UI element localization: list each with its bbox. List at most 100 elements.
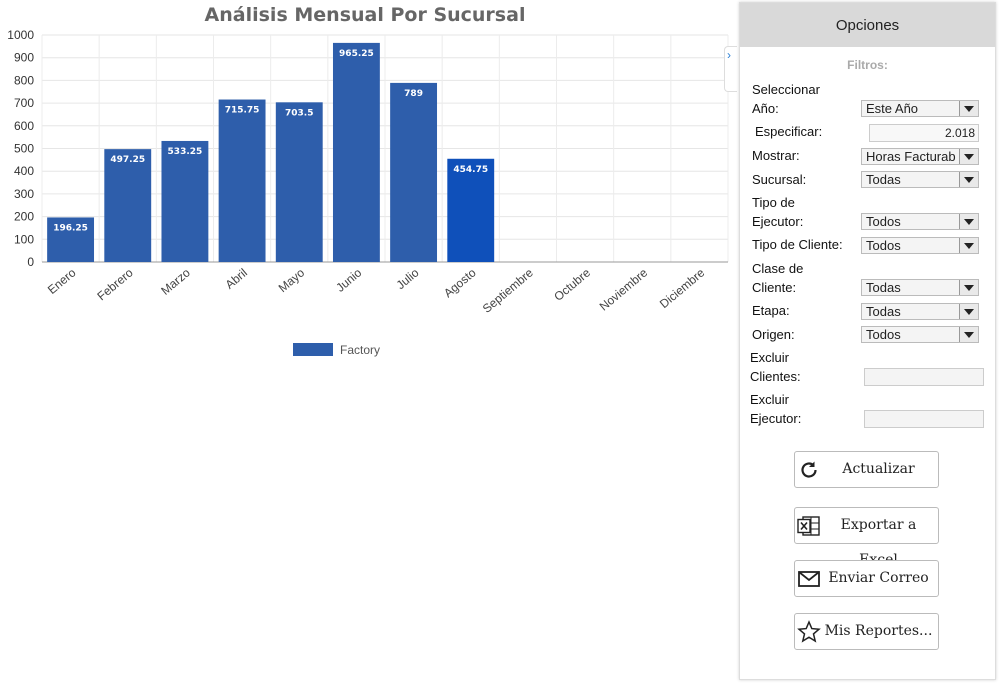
label-origen: Origen: bbox=[752, 327, 795, 342]
legend-label: Factory bbox=[340, 343, 380, 357]
mail-icon bbox=[798, 571, 820, 587]
label-clientes: Clientes: bbox=[750, 369, 801, 384]
data-label: 454.75 bbox=[453, 165, 488, 175]
star-icon bbox=[797, 620, 821, 643]
ano-select-value: Este Año bbox=[866, 101, 919, 116]
refresh-icon bbox=[801, 461, 817, 478]
chevron-down-icon[interactable] bbox=[959, 238, 978, 253]
x-tick-label: Noviembre bbox=[597, 265, 651, 313]
clase-cliente-select[interactable]: Todas bbox=[861, 279, 979, 296]
tipo-ejecutor-select[interactable]: Todos bbox=[861, 213, 979, 230]
collapse-panel-tab[interactable]: › bbox=[724, 46, 737, 92]
tipo-cliente-value: Todos bbox=[866, 238, 901, 253]
y-tick-label: 400 bbox=[14, 164, 34, 178]
label-ano: Año: bbox=[752, 101, 779, 116]
mostrar-select[interactable]: Horas Facturables bbox=[861, 148, 979, 165]
options-panel: Opciones Filtros: Seleccionar Año: Este … bbox=[739, 2, 996, 680]
bar bbox=[218, 99, 266, 262]
mostrar-select-value: Horas Facturables bbox=[866, 149, 956, 164]
y-tick-label: 500 bbox=[14, 142, 34, 156]
origen-select[interactable]: Todos bbox=[861, 326, 979, 343]
bar bbox=[161, 140, 209, 262]
etapa-value: Todas bbox=[866, 304, 901, 319]
data-label: 965.25 bbox=[339, 49, 374, 59]
enviar-correo-button[interactable]: Enviar Correo bbox=[794, 560, 939, 597]
chevron-down-icon[interactable] bbox=[959, 149, 978, 164]
chevron-down-icon[interactable] bbox=[959, 214, 978, 229]
x-tick-label: Diciembre bbox=[657, 265, 708, 311]
y-tick-label: 0 bbox=[27, 255, 34, 269]
mis-reportes-label: Mis Reportes... bbox=[824, 623, 933, 639]
clase-cliente-value: Todas bbox=[866, 280, 901, 295]
data-label: 789 bbox=[404, 89, 423, 99]
label-excluir-1: Excluir bbox=[750, 350, 790, 365]
actualizar-label: Actualizar bbox=[842, 461, 915, 477]
label-mostrar: Mostrar: bbox=[752, 148, 800, 163]
tipo-ejecutor-value: Todos bbox=[866, 214, 901, 229]
chevron-down-icon[interactable] bbox=[959, 280, 978, 295]
sucursal-select-value: Todas bbox=[866, 172, 901, 187]
x-tick-label: Octubre bbox=[551, 265, 593, 303]
y-tick-label: 700 bbox=[14, 96, 34, 110]
y-tick-label: 800 bbox=[14, 73, 34, 87]
y-tick-label: 100 bbox=[14, 232, 34, 246]
excluir-ejecutor-input[interactable] bbox=[864, 410, 984, 428]
bar bbox=[104, 149, 152, 262]
label-cliente: Cliente: bbox=[752, 280, 797, 295]
actualizar-button[interactable]: Actualizar bbox=[794, 451, 939, 488]
data-label: 497.25 bbox=[110, 155, 145, 165]
label-etapa: Etapa: bbox=[752, 303, 790, 318]
chart-title: Análisis Mensual Por Sucursal bbox=[204, 4, 526, 26]
y-tick-label: 1000 bbox=[7, 28, 34, 42]
origen-value: Todos bbox=[866, 327, 901, 342]
ano-select[interactable]: Este Año bbox=[861, 100, 979, 117]
exportar-excel-button[interactable]: Exportar a Excel bbox=[794, 507, 939, 568]
x-tick-label: Julio bbox=[394, 265, 422, 292]
label-clase-de: Clase de bbox=[752, 261, 804, 276]
bar-chart: 0 100 200 300 400 500 600 700 800 900 1000 196.25 49… bbox=[7, 28, 729, 357]
x-tick-label: Febrero bbox=[94, 265, 135, 303]
x-tick-label: Septiembre bbox=[480, 265, 536, 315]
label-especificar: Especificar: bbox=[755, 124, 823, 139]
label-tipo-cliente: Tipo de Cliente: bbox=[752, 237, 843, 252]
label-sucursal: Sucursal: bbox=[752, 172, 807, 187]
year-input[interactable]: 2.018 bbox=[869, 124, 979, 142]
etapa-select[interactable]: Todas bbox=[861, 303, 979, 320]
mis-reportes-button[interactable]: Mis Reportes... bbox=[794, 613, 939, 650]
legend-swatch bbox=[293, 343, 333, 356]
excluir-clientes-input[interactable] bbox=[864, 368, 984, 386]
excel-icon bbox=[797, 516, 820, 536]
x-tick-label: Enero bbox=[45, 265, 79, 297]
y-tick-label: 900 bbox=[14, 51, 34, 65]
bar bbox=[47, 217, 95, 262]
sucursal-select[interactable]: Todas bbox=[861, 171, 979, 188]
x-tick-label: Agosto bbox=[441, 265, 479, 300]
chevron-down-icon[interactable] bbox=[959, 304, 978, 319]
chevron-down-icon[interactable] bbox=[959, 172, 978, 187]
bar bbox=[390, 82, 438, 262]
data-label: 196.25 bbox=[53, 223, 88, 233]
x-tick-label: Abril bbox=[223, 266, 250, 292]
data-label: 533.25 bbox=[168, 147, 203, 157]
label-excluir-2: Excluir bbox=[750, 392, 790, 407]
data-label: 703.5 bbox=[285, 108, 313, 118]
y-tick-label: 200 bbox=[14, 210, 34, 224]
enviar-correo-label: Enviar Correo bbox=[828, 570, 929, 586]
y-tick-label: 300 bbox=[14, 187, 34, 201]
x-tick-label: Mayo bbox=[276, 265, 308, 295]
x-tick-label: Marzo bbox=[158, 265, 193, 297]
tipo-cliente-select[interactable]: Todos bbox=[861, 237, 979, 254]
bar bbox=[447, 158, 495, 262]
filters-section-title: Filtros: bbox=[847, 58, 888, 72]
chevron-down-icon[interactable] bbox=[959, 327, 978, 342]
x-tick-label: Junio bbox=[333, 265, 364, 294]
data-label: 715.75 bbox=[225, 106, 260, 116]
label-ejecutor: Ejecutor: bbox=[752, 214, 804, 229]
bar bbox=[275, 102, 323, 262]
chevron-right-icon: › bbox=[727, 48, 731, 62]
y-tick-label: 600 bbox=[14, 119, 34, 133]
panel-title: Opciones bbox=[740, 3, 995, 47]
label-tipo-de: Tipo de bbox=[752, 195, 795, 210]
label-ejecutor-2: Ejecutor: bbox=[750, 411, 802, 426]
chevron-down-icon[interactable] bbox=[959, 101, 978, 116]
